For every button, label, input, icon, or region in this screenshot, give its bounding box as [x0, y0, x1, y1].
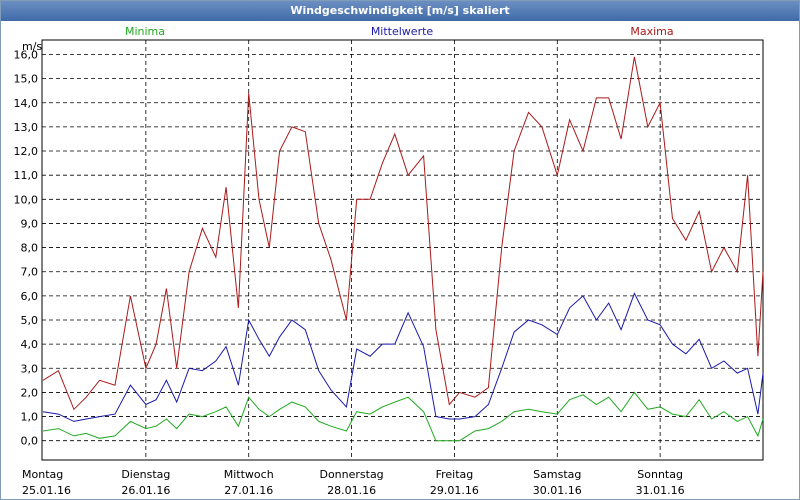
plot-area-frame — [41, 39, 764, 461]
y-tick-label: 13,0 — [14, 121, 39, 134]
series-line-maxima — [42, 56, 764, 411]
x-tick-date-label: 31.01.16 — [636, 484, 685, 497]
y-tick-label: 9,0 — [21, 217, 39, 230]
x-tick-day-label: Mittwoch — [224, 468, 274, 481]
x-tick-day-label: Dienstag — [121, 468, 170, 481]
y-tick-label: 7,0 — [21, 266, 39, 279]
y-tick-label: 4,0 — [21, 338, 39, 351]
x-tick-date-label: 27.01.16 — [224, 484, 273, 497]
legend-mittelwerte: Mittelwerte — [371, 25, 434, 38]
legend-maxima: Maxima — [630, 25, 673, 38]
y-axis-unit-label: m/s — [22, 40, 42, 53]
series-line-mittelwerte — [42, 292, 764, 422]
x-tick-date-label: 29.01.16 — [430, 484, 479, 497]
y-tick-label: 5,0 — [21, 314, 39, 327]
y-tick-label: 6,0 — [21, 290, 39, 303]
y-tick-label: 14,0 — [14, 97, 39, 110]
x-tick-day-label: Montag — [22, 468, 63, 481]
y-tick-label: 0,0 — [21, 435, 39, 448]
y-tick-label: 1,0 — [21, 411, 39, 424]
y-tick-label: 2,0 — [21, 386, 39, 399]
x-tick-date-label: 26.01.16 — [121, 484, 170, 497]
x-tick-day-label: Samstag — [533, 468, 581, 481]
x-tick-day-label: Sonntag — [637, 468, 683, 481]
y-tick-label: 10,0 — [14, 193, 39, 206]
y-tick-label: 15,0 — [14, 73, 39, 86]
y-tick-label: 3,0 — [21, 362, 39, 375]
x-tick-day-label: Donnerstag — [319, 468, 383, 481]
y-tick-label: 8,0 — [21, 242, 39, 255]
legend-minima: Minima — [125, 25, 165, 38]
x-tick-day-label: Freitag — [436, 468, 474, 481]
x-tick-date-label: 25.01.16 — [22, 484, 71, 497]
series-line-minima — [42, 391, 764, 442]
x-tick-date-label: 28.01.16 — [327, 484, 376, 497]
y-tick-label: 11,0 — [14, 169, 39, 182]
y-tick-label: 16,0 — [14, 48, 39, 61]
x-tick-date-label: 30.01.16 — [533, 484, 582, 497]
window-title: Windgeschwindigkeit [m/s] skaliert — [1, 1, 799, 21]
y-tick-label: 12,0 — [14, 145, 39, 158]
